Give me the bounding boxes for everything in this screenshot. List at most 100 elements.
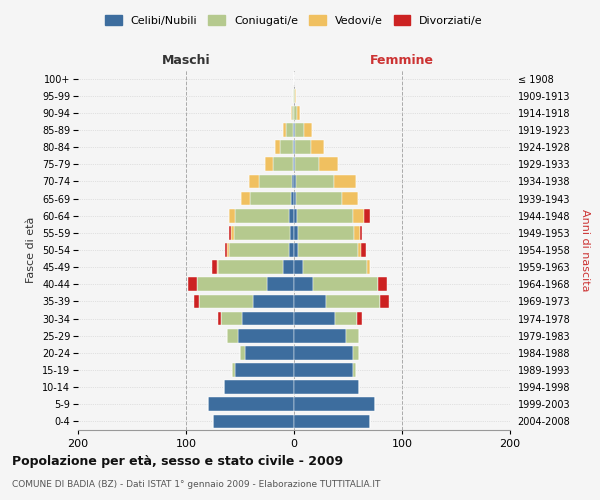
Bar [296,192,341,205]
Bar [293,89,294,102]
Bar [250,192,291,205]
Text: COMUNE DI BADIA (BZ) - Dati ISTAT 1° gennaio 2009 - Elaborazione TUTTITALIA.IT: COMUNE DI BADIA (BZ) - Dati ISTAT 1° gen… [12,480,380,489]
Bar [227,329,238,342]
Bar [232,363,235,377]
Y-axis label: Anni di nascita: Anni di nascita [580,209,590,291]
Bar [360,226,362,239]
Bar [364,209,370,222]
Bar [294,158,295,171]
Bar [311,140,324,154]
Bar [229,226,232,239]
Bar [296,174,334,188]
Bar [304,123,313,137]
Bar [313,278,378,291]
Bar [218,312,221,326]
Text: Femmine: Femmine [370,54,434,66]
Bar [227,243,229,257]
Bar [294,260,302,274]
Bar [294,123,295,137]
Bar [232,226,233,239]
Bar [346,329,359,342]
Bar [235,209,289,222]
Bar [380,294,389,308]
Bar [335,312,356,326]
Bar [294,398,375,411]
Bar [298,226,355,239]
Bar [275,140,280,154]
Bar [212,260,217,274]
Bar [224,380,294,394]
Bar [294,209,297,222]
Bar [245,346,294,360]
Bar [295,89,296,102]
Bar [353,346,359,360]
Bar [248,174,259,188]
Bar [294,346,353,360]
Bar [235,363,294,377]
Bar [208,398,294,411]
Bar [353,209,364,222]
Bar [294,312,335,326]
Bar [294,414,370,428]
Bar [292,174,294,188]
Bar [378,278,387,291]
Bar [361,243,367,257]
Bar [367,260,370,274]
Bar [280,140,293,154]
Bar [355,226,360,239]
Bar [298,243,358,257]
Legend: Celibi/Nubili, Coniugati/e, Vedovi/e, Divorziati/e: Celibi/Nubili, Coniugati/e, Vedovi/e, Di… [101,10,487,30]
Bar [240,346,245,360]
Bar [283,260,294,274]
Bar [294,278,313,291]
Bar [334,174,356,188]
Bar [293,123,294,137]
Bar [297,209,353,222]
Bar [319,158,338,171]
Bar [274,158,293,171]
Bar [294,226,298,239]
Bar [291,106,292,120]
Bar [291,192,294,205]
Bar [213,414,294,428]
Bar [295,123,304,137]
Y-axis label: Fasce di età: Fasce di età [26,217,37,283]
Bar [295,158,319,171]
Bar [356,312,362,326]
Bar [221,312,242,326]
Bar [188,278,197,291]
Bar [229,243,289,257]
Bar [294,363,353,377]
Bar [326,294,380,308]
Bar [286,123,293,137]
Text: Maschi: Maschi [161,54,211,66]
Bar [297,106,301,120]
Bar [292,106,294,120]
Bar [294,380,359,394]
Bar [283,123,286,137]
Bar [293,158,294,171]
Bar [294,329,346,342]
Bar [217,260,218,274]
Bar [294,140,295,154]
Bar [358,243,361,257]
Bar [267,278,294,291]
Bar [199,294,253,308]
Bar [253,294,294,308]
Bar [294,243,298,257]
Bar [241,192,250,205]
Bar [302,260,367,274]
Bar [233,226,290,239]
Bar [341,192,358,205]
Bar [353,363,356,377]
Bar [229,209,235,222]
Bar [197,278,267,291]
Bar [293,140,294,154]
Bar [218,260,283,274]
Bar [225,243,227,257]
Bar [294,89,295,102]
Bar [294,192,296,205]
Bar [289,209,294,222]
Bar [238,329,294,342]
Bar [265,158,274,171]
